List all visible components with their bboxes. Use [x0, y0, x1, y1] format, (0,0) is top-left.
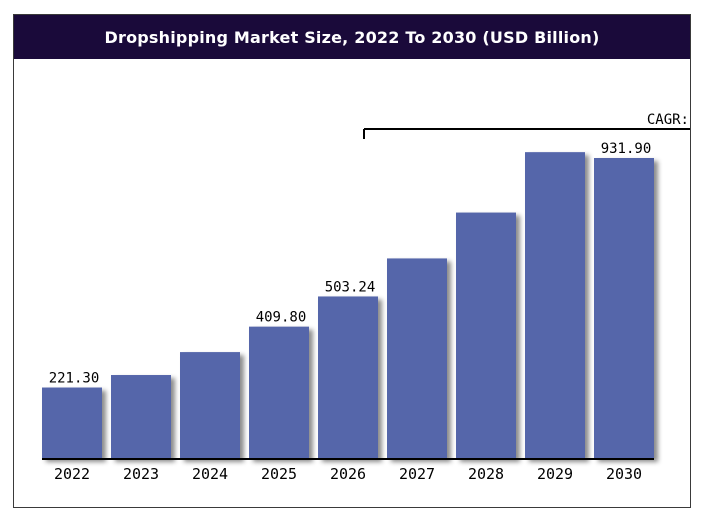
- cagr-annotation: CAGR:: [647, 112, 689, 128]
- x-tick-label: 2028: [468, 465, 504, 483]
- data-label-2026: 503.24: [325, 279, 376, 295]
- x-tick-label: 2026: [330, 465, 366, 483]
- bar-2027: [387, 258, 447, 459]
- x-tick-label: 2023: [123, 465, 159, 483]
- data-label-2030: 931.90: [601, 141, 652, 157]
- x-tick-label: 2029: [537, 465, 573, 483]
- data-label-2025: 409.80: [256, 310, 307, 326]
- bar-2030: [594, 157, 654, 459]
- bar-2028: [456, 212, 516, 459]
- x-tick-label: 2024: [192, 465, 228, 483]
- bar-2022: [42, 387, 102, 459]
- x-tick-label: 2025: [261, 465, 297, 483]
- bar-2024: [180, 352, 240, 459]
- data-label-2022: 221.30: [49, 371, 100, 387]
- bar-2029: [525, 152, 585, 459]
- x-tick-label: 2027: [399, 465, 435, 483]
- x-tick-label: 2022: [54, 465, 90, 483]
- x-tick-label: 2030: [606, 465, 642, 483]
- cagr-bracket: [363, 128, 690, 139]
- bar-2025: [249, 326, 309, 459]
- chart-title: Dropshipping Market Size, 2022 To 2030 (…: [14, 15, 690, 59]
- bar-2026: [318, 296, 378, 459]
- bar-2023: [111, 375, 171, 459]
